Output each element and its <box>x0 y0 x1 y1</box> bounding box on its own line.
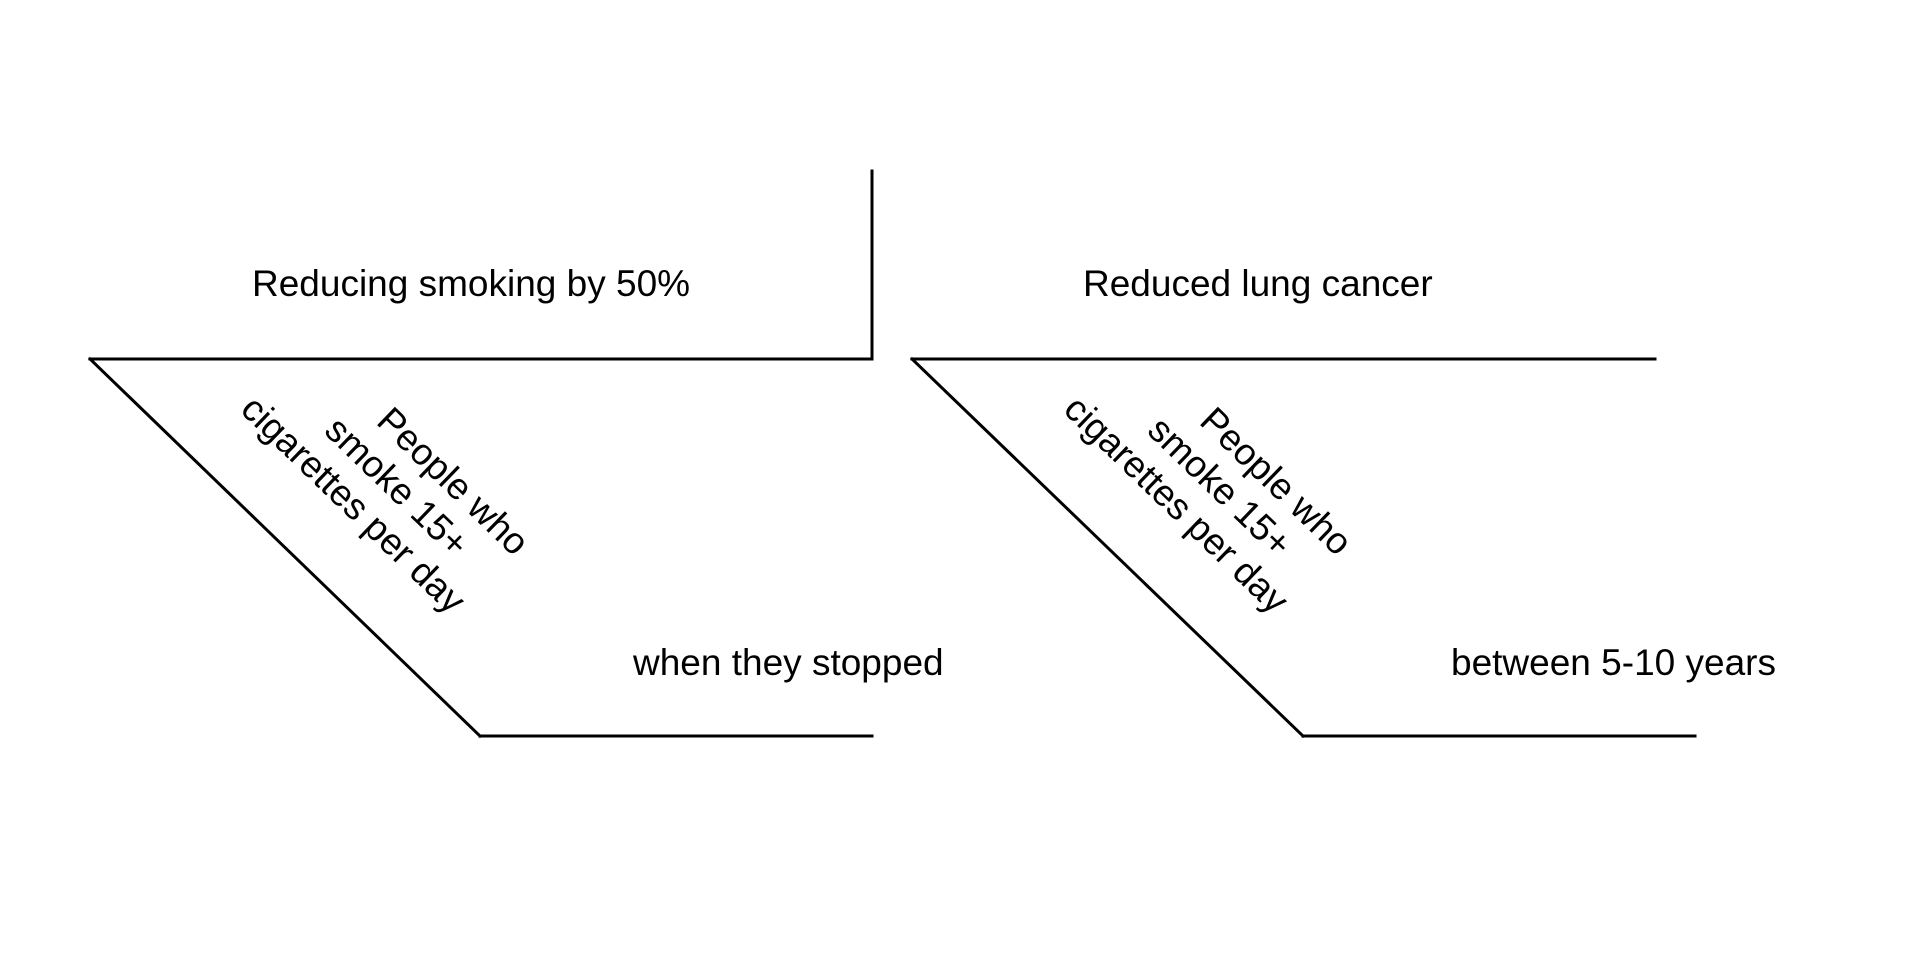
right-object-text: between 5-10 years <box>1451 642 1776 683</box>
predicate-text: Reduced lung cancer <box>1083 263 1433 304</box>
right-modifier: People who smoke 15+ cigarettes per day <box>1056 387 1360 621</box>
right-branch-diagonal <box>909 356 1306 739</box>
subject-text: Reducing smoking by 50% <box>252 263 690 304</box>
left-branch-diagonal <box>87 356 483 739</box>
left-modifier: People who smoke 15+ cigarettes per day <box>233 387 537 621</box>
left-object-text: when they stopped <box>632 642 944 683</box>
